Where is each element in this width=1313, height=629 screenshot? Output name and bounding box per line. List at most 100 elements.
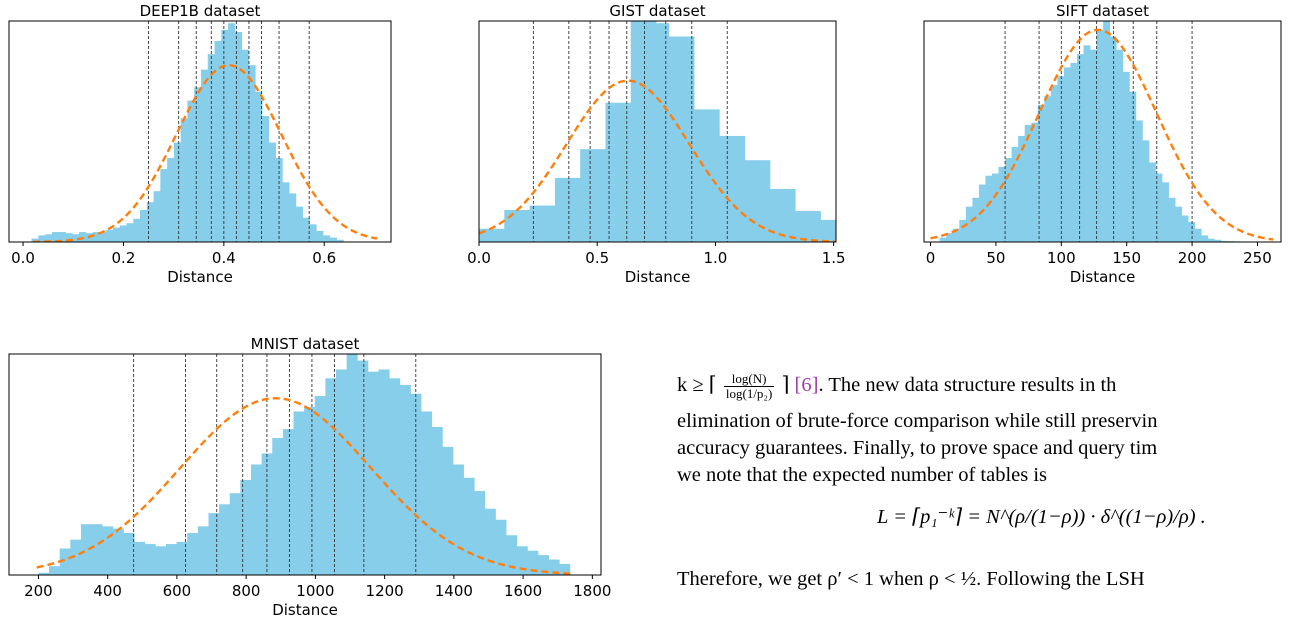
- histogram-bar: [99, 232, 107, 242]
- normal-fit-curve: [36, 397, 574, 575]
- histogram-bar: [31, 238, 39, 242]
- histogram-bar: [537, 555, 549, 575]
- histogram-bar: [140, 209, 148, 242]
- histogram-bar: [165, 544, 177, 575]
- histogram-bar: [38, 572, 50, 575]
- chart-panel: 0.0 0.5 1.0 1.5 GIST dataset Distance: [467, 2, 922, 286]
- paper-formula: L = ⌈p₁⁻ᵏ⌉ = N^(ρ/(1−ρ)) · δ^((1−ρ)/ρ) .: [877, 506, 1206, 528]
- x-tick-label: 1600: [504, 582, 542, 600]
- histogram-bar: [282, 429, 294, 575]
- histogram-bar: [92, 232, 100, 242]
- histogram-bar: [516, 546, 528, 575]
- x-tick-label: 1200: [366, 582, 404, 600]
- paper-line-5: Therefore, we get ρ′ < 1 when ρ < ½. Fol…: [677, 568, 1145, 590]
- histogram-bar: [807, 211, 821, 242]
- histogram-bar: [871, 238, 884, 242]
- histogram-bar: [304, 407, 316, 575]
- paper-citation-link[interactable]: [6]: [794, 374, 819, 397]
- histogram-bar: [229, 493, 241, 575]
- histogram-bar: [959, 219, 967, 242]
- histogram-bar: [309, 224, 317, 242]
- histogram-bar: [378, 369, 390, 575]
- histogram-bar: [1096, 29, 1104, 242]
- histogram-bar: [474, 491, 486, 575]
- histogram-bar: [952, 228, 960, 242]
- histogram-bar: [1148, 162, 1156, 242]
- histogram-bar: [1135, 120, 1143, 242]
- histogram-bar: [1011, 146, 1019, 242]
- histogram-bar: [1155, 173, 1163, 242]
- histogram-bar: [112, 528, 124, 575]
- histogram-bar: [70, 539, 82, 575]
- histogram-bar: [329, 237, 337, 242]
- histogram-bar: [668, 36, 682, 242]
- histogram-bar: [272, 437, 284, 575]
- histogram-bar: [1044, 96, 1052, 242]
- histogram-bar: [1050, 85, 1058, 242]
- paper-line1-prefix: k ≥ ⌈: [677, 374, 717, 397]
- histogram-bar: [529, 205, 543, 242]
- histogram-bar: [1116, 49, 1124, 242]
- x-tick-label: 200: [1178, 249, 1207, 267]
- paper-line-3: accuracy guarantees. Finally, to prove s…: [677, 437, 1158, 459]
- histogram-bar: [295, 206, 304, 242]
- plot-area: [36, 354, 574, 575]
- histogram-bar: [1109, 36, 1117, 242]
- x-tick-label: 1000: [296, 582, 334, 600]
- histogram-bar: [146, 202, 154, 242]
- histogram-bar: [431, 426, 443, 575]
- histogram-bar: [491, 228, 505, 242]
- histogram-bar: [506, 535, 518, 575]
- x-tick-label: 800: [232, 582, 261, 600]
- histogram-bar: [167, 158, 175, 242]
- histogram-bar: [681, 36, 695, 242]
- histogram-bar: [221, 29, 229, 242]
- axes-frame: [923, 20, 1282, 243]
- histogram-bar: [592, 149, 606, 242]
- histogram-bar: [992, 173, 999, 242]
- x-tick-label: 1.0: [703, 249, 727, 267]
- normal-fit-curve: [33, 63, 378, 242]
- histogram-bar: [1077, 54, 1084, 242]
- histogram-bar: [1018, 135, 1026, 242]
- x-tick-label: 50: [986, 249, 1005, 267]
- paper-line1-bracket: ⌉: [781, 374, 790, 397]
- histogram-bar: [250, 464, 263, 575]
- histogram-bar: [112, 227, 121, 242]
- histogram-bar: [846, 232, 859, 242]
- histogram-bar: [909, 240, 922, 242]
- histogram-bar: [1194, 228, 1202, 242]
- histogram-bar: [282, 182, 290, 242]
- histogram-bar: [241, 49, 249, 242]
- histogram-bar: [160, 169, 168, 242]
- histogram-bar: [719, 135, 733, 242]
- histogram-bar: [527, 550, 539, 575]
- histogram-bar: [325, 378, 337, 575]
- axes-frame: [478, 20, 837, 243]
- histogram-bar: [80, 524, 92, 575]
- paper-fraction-denominator: log(1/p₂): [725, 386, 773, 401]
- histogram-bar: [1070, 62, 1078, 242]
- paper-line-1: k ≥ ⌈ log(N) log(1/p₂) ⌉ [6]. The new da…: [677, 372, 1116, 401]
- plot-area: [479, 21, 922, 242]
- histogram-bar: [618, 102, 632, 242]
- histogram-bar: [1214, 239, 1222, 242]
- histogram-bar: [65, 233, 73, 242]
- histogram-bar: [998, 166, 1006, 242]
- plot-area: [930, 21, 1274, 242]
- histogram-bar: [1129, 91, 1137, 242]
- histogram-bar: [484, 508, 496, 575]
- histogram-bar: [782, 188, 796, 242]
- chart-panel: 200 400 600 800 1000 1200 1400 1600 1800 MNIST da…: [8, 335, 611, 619]
- histogram-bar: [567, 177, 581, 242]
- histogram-bar: [72, 234, 80, 242]
- histogram-bar: [336, 369, 348, 575]
- histogram-bar: [357, 360, 369, 575]
- histogram-bar: [1103, 21, 1111, 242]
- histogram-bar: [302, 217, 310, 242]
- histogram-bar: [452, 464, 464, 575]
- histogram-bar: [504, 209, 518, 242]
- histogram-bar: [516, 209, 530, 242]
- histogram-bar: [605, 102, 619, 242]
